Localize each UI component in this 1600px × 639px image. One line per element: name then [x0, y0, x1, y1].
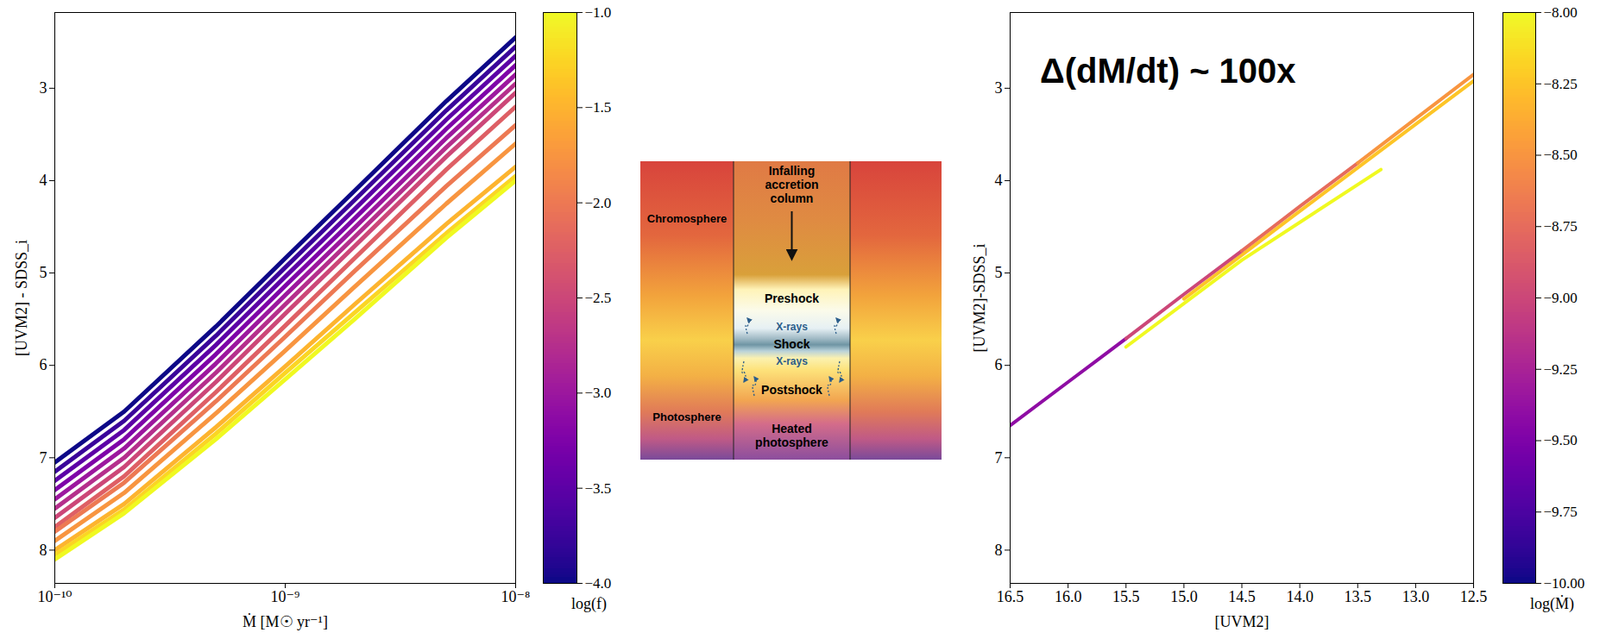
svg-text:−9.25: −9.25: [1543, 361, 1578, 378]
svg-text:−10.00: −10.00: [1543, 575, 1586, 593]
svg-text:15.5: 15.5: [1112, 588, 1141, 606]
svg-text:3: 3: [39, 79, 48, 97]
svg-text:10⁻⁸: 10⁻⁸: [501, 588, 531, 606]
svg-text:−1.5: −1.5: [585, 99, 612, 116]
svg-text:−4.0: −4.0: [585, 575, 612, 593]
svg-text:13.0: 13.0: [1402, 588, 1430, 606]
svg-text:−9.00: −9.00: [1543, 289, 1578, 307]
svg-text:Infallingaccretioncolumn: Infallingaccretioncolumn: [764, 163, 819, 206]
svg-text:12.5: 12.5: [1460, 588, 1488, 606]
svg-text:6: 6: [39, 356, 48, 374]
svg-text:X-rays: X-rays: [775, 355, 808, 368]
svg-text:5: 5: [39, 264, 48, 282]
svg-text:[UVM2] - SDSS_i: [UVM2] - SDSS_i: [12, 239, 31, 357]
svg-text:Photosphere: Photosphere: [652, 410, 721, 424]
svg-text:Ṁ [M☉ yr⁻¹]: Ṁ [M☉ yr⁻¹]: [242, 613, 328, 631]
svg-text:−9.75: −9.75: [1543, 503, 1578, 521]
svg-text:−8.00: −8.00: [1543, 4, 1578, 21]
svg-text:14.5: 14.5: [1228, 588, 1256, 606]
svg-text:−8.25: −8.25: [1543, 75, 1578, 93]
svg-text:[UVM2]: [UVM2]: [1215, 613, 1270, 631]
html-text:log(Ṁ): log(Ṁ): [1530, 595, 1575, 613]
svg-text:−1.0: −1.0: [585, 4, 612, 21]
svg-text:−3.0: −3.0: [585, 384, 612, 402]
svg-text:−8.50: −8.50: [1543, 146, 1578, 164]
svg-text:3: 3: [995, 79, 1003, 97]
svg-text:6: 6: [995, 356, 1003, 374]
svg-text:−8.75: −8.75: [1543, 218, 1578, 235]
svg-text:−2.0: −2.0: [585, 195, 612, 212]
svg-text:−2.5: −2.5: [585, 289, 612, 307]
svg-text:7: 7: [39, 449, 48, 467]
svg-text:15.0: 15.0: [1170, 588, 1198, 606]
svg-text:Shock: Shock: [773, 337, 810, 352]
svg-text:[UVM2]-SDSS_i: [UVM2]-SDSS_i: [970, 243, 989, 353]
svg-text:−9.50: −9.50: [1543, 432, 1578, 449]
svg-text:10⁻⁹: 10⁻⁹: [270, 588, 301, 606]
svg-text:7: 7: [995, 449, 1003, 467]
html-text:log(f): log(f): [571, 595, 607, 613]
svg-text:Postshock: Postshock: [761, 383, 823, 397]
svg-text:X-rays: X-rays: [775, 321, 808, 334]
svg-text:14.0: 14.0: [1285, 588, 1314, 606]
svg-text:Preshock: Preshock: [764, 291, 819, 306]
svg-text:10⁻¹⁰: 10⁻¹⁰: [37, 588, 72, 606]
svg-text:−3.5: −3.5: [585, 480, 612, 498]
html-text:Δ(dM/dt) ~ 100x: Δ(dM/dt) ~ 100x: [1039, 51, 1296, 90]
svg-text:13.5: 13.5: [1344, 588, 1373, 606]
svg-text:Heatedphotosphere: Heatedphotosphere: [755, 422, 829, 450]
svg-text:5: 5: [995, 264, 1003, 282]
svg-text:4: 4: [995, 171, 1003, 189]
svg-text:16.0: 16.0: [1054, 588, 1083, 606]
svg-text:8: 8: [39, 541, 48, 560]
svg-text:Chromosphere: Chromosphere: [647, 212, 727, 226]
svg-text:16.5: 16.5: [996, 588, 1025, 606]
svg-text:4: 4: [39, 171, 48, 189]
svg-text:8: 8: [995, 541, 1003, 560]
